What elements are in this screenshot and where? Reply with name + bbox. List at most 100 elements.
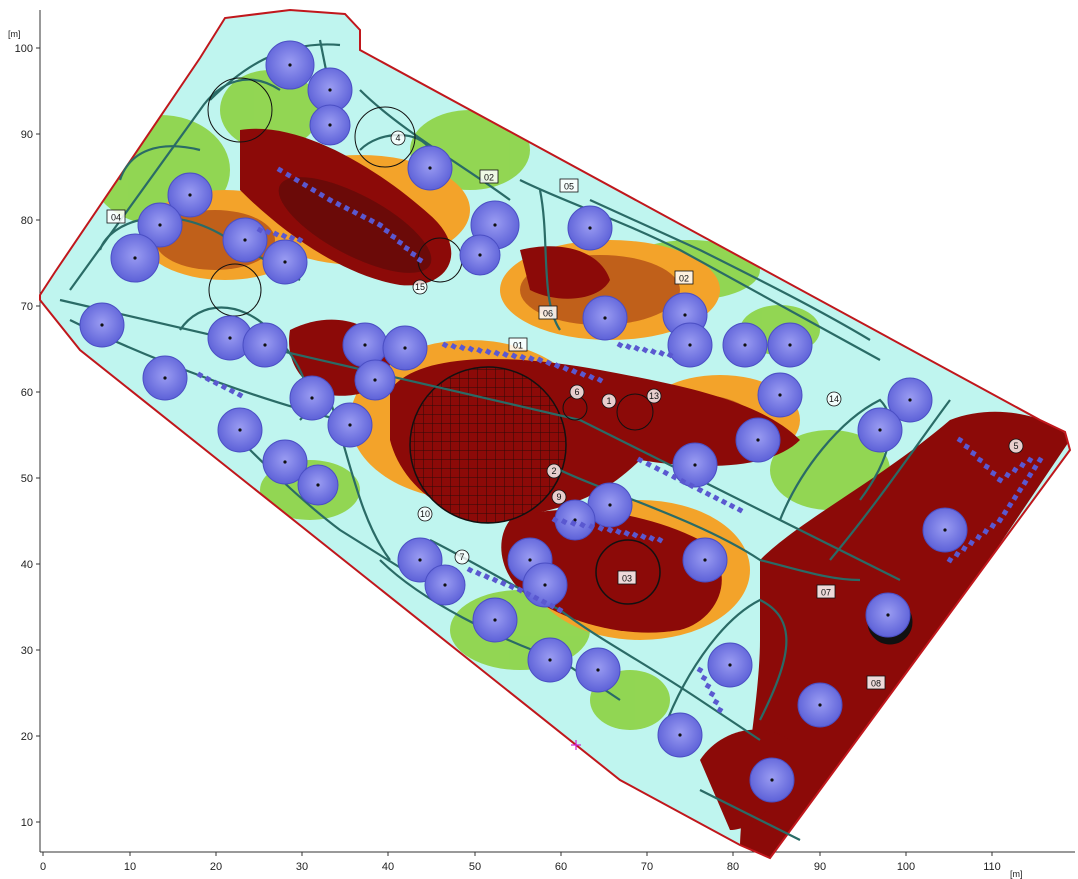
shrub-marker — [636, 456, 644, 464]
walkway — [589, 198, 871, 341]
shrub-marker — [483, 573, 491, 581]
shrub-marker — [716, 706, 724, 714]
zone-label: 08 — [871, 679, 881, 689]
tree-trunk — [158, 223, 162, 227]
numbered-marker-circle — [646, 388, 662, 404]
y-tick-label: 20 — [21, 731, 33, 743]
zone-label-box — [479, 169, 499, 184]
tree-trunk — [163, 376, 167, 380]
x-tick-label: 10 — [124, 861, 136, 873]
numbered-marker-label: 9 — [556, 492, 561, 502]
shrub-marker — [318, 191, 326, 199]
shrub-marker — [639, 533, 647, 541]
shrub-marker — [527, 355, 535, 363]
tree-trunk — [288, 63, 292, 67]
shrub-marker — [996, 476, 1004, 484]
shrub-marker — [688, 482, 695, 490]
shrub-marker — [516, 586, 524, 594]
shrub-marker — [579, 370, 587, 378]
tree-trunk — [788, 343, 792, 347]
shrub-marker — [989, 469, 997, 477]
shrub-marker — [389, 233, 397, 241]
tree-trunk — [943, 528, 947, 532]
shrub-marker — [343, 204, 351, 212]
shrub-marker — [631, 531, 639, 539]
shrub-marker — [976, 456, 984, 464]
shrub-marker — [556, 606, 564, 614]
x-tick-label: 0 — [40, 861, 46, 873]
shrub-marker — [476, 347, 483, 354]
shrub-markers — [196, 166, 1044, 714]
shrub-cluster-upper — [278, 177, 432, 273]
tree-trunk — [443, 583, 447, 587]
shrub-marker — [736, 506, 744, 514]
tree-trunk — [608, 503, 612, 507]
x-tick-label: 40 — [382, 861, 394, 873]
shrub-marker — [570, 368, 578, 375]
walkway — [69, 78, 281, 291]
numbered-marker-label: 2 — [551, 466, 556, 476]
y-tick-label: 60 — [21, 387, 33, 399]
tree-trunk — [133, 256, 137, 260]
numbered-marker-label: 15 — [415, 282, 425, 292]
numbered-marker-label: 13 — [649, 391, 659, 401]
y-unit-label: [m] — [8, 29, 21, 39]
x-tick-label: 30 — [296, 861, 308, 873]
shrub-marker — [996, 516, 1004, 524]
shrub-marker — [588, 523, 596, 531]
shrub-marker — [983, 463, 991, 471]
shrub-marker — [946, 556, 954, 564]
y-tick-label: 70 — [21, 301, 33, 313]
shrub-marker — [1026, 456, 1034, 464]
numbered-marker-circle — [826, 391, 842, 407]
numbered-marker-label: 4 — [395, 133, 400, 143]
shrub-marker — [228, 387, 236, 395]
shrub-marker — [1011, 466, 1019, 474]
shrub-marker — [296, 236, 304, 244]
shrub-marker — [960, 545, 968, 552]
tree-trunk — [243, 238, 247, 242]
tree-trunk — [100, 323, 104, 327]
shrub-marker — [645, 460, 652, 468]
shrub-marker — [728, 502, 736, 510]
walkway — [658, 598, 788, 741]
shrub-marker — [1019, 461, 1026, 469]
numbered-marker-label: 1 — [606, 396, 611, 406]
planter-ring — [354, 106, 416, 168]
tree-trunk — [770, 778, 774, 782]
x-tick-label: 80 — [727, 861, 739, 873]
walkway — [559, 609, 761, 741]
shrub-marker — [656, 536, 664, 544]
shrub-marker — [975, 533, 982, 541]
shrub-marker — [293, 176, 301, 184]
shrub-marker — [670, 473, 678, 481]
shrub-marker — [510, 352, 518, 360]
zone-label-box — [866, 675, 886, 690]
shrub-marker — [212, 379, 220, 387]
shrub-marker — [551, 516, 559, 524]
shrub-marker — [653, 465, 661, 472]
planter-ring — [207, 77, 273, 143]
shrub-marker — [1036, 456, 1044, 464]
tree-trunk — [428, 166, 432, 170]
tree-trunk — [683, 313, 687, 317]
shrub-marker — [532, 594, 540, 602]
shrub-marker — [474, 569, 482, 577]
numbered-marker-label: 7 — [459, 552, 464, 562]
tree-trunk — [283, 260, 287, 264]
tree-trunk — [743, 343, 747, 347]
shrub-marker — [700, 674, 708, 682]
shrub-marker — [276, 166, 284, 174]
shrub-marker — [540, 598, 548, 606]
zone-label: 03 — [622, 574, 632, 584]
zone-label: 06 — [543, 309, 553, 319]
x-tick-label: 60 — [555, 861, 567, 873]
planter-ring — [616, 393, 654, 431]
shrub-marker — [1021, 479, 1029, 486]
shrub-marker — [597, 524, 605, 532]
shrub-marker — [499, 579, 507, 587]
shrub-marker — [256, 226, 264, 234]
shrub-marker — [1026, 471, 1034, 479]
numbered-marker-label: 14 — [829, 394, 839, 404]
